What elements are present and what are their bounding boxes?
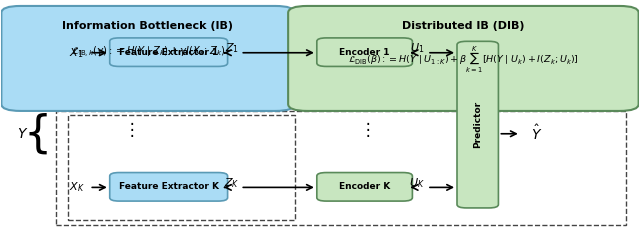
Text: $\{$: $\{$ <box>23 111 47 156</box>
FancyBboxPatch shape <box>288 6 639 111</box>
Text: $Z_K$: $Z_K$ <box>225 176 240 190</box>
Bar <box>68 116 294 220</box>
Text: $U_1$: $U_1$ <box>410 41 424 55</box>
Text: $\vdots$: $\vdots$ <box>359 120 370 139</box>
Text: $Z_1$: $Z_1$ <box>225 41 239 55</box>
Text: Predictor: Predictor <box>473 101 482 148</box>
Text: Distributed IB (DIB): Distributed IB (DIB) <box>402 21 525 31</box>
FancyBboxPatch shape <box>109 38 228 67</box>
FancyBboxPatch shape <box>317 173 412 201</box>
Text: Feature Extractor 1: Feature Extractor 1 <box>119 48 218 57</box>
Text: Information Bottleneck (IB): Information Bottleneck (IB) <box>63 21 234 31</box>
Text: $X_1$: $X_1$ <box>69 46 84 60</box>
FancyBboxPatch shape <box>1 6 294 111</box>
Text: Encoder K: Encoder K <box>339 182 390 191</box>
Text: Feature Extractor K: Feature Extractor K <box>118 182 219 191</box>
Text: $X_K$: $X_K$ <box>68 180 84 194</box>
Text: $\mathcal{L}_{\mathrm{DIB}}(\beta) := H(Y \mid U_{1:K}) + \beta \sum_{k=1}^{K}[H: $\mathcal{L}_{\mathrm{DIB}}(\beta) := H(… <box>348 45 579 75</box>
Text: $\vdots$: $\vdots$ <box>124 120 134 139</box>
Text: $\mathcal{L}_{\mathrm{IB},k}(\gamma) := H(Y \mid Z_k) + \gamma I(X_k; Z_k)$: $\mathcal{L}_{\mathrm{IB},k}(\gamma) := … <box>70 45 225 60</box>
Text: $\hat{Y}$: $\hat{Y}$ <box>531 124 542 143</box>
FancyBboxPatch shape <box>457 41 499 208</box>
FancyBboxPatch shape <box>317 38 412 67</box>
Text: $U_K$: $U_K$ <box>409 176 425 190</box>
Text: $Y$: $Y$ <box>17 127 28 141</box>
Text: Encoder 1: Encoder 1 <box>339 48 390 57</box>
FancyBboxPatch shape <box>109 173 228 201</box>
Bar <box>56 111 626 225</box>
